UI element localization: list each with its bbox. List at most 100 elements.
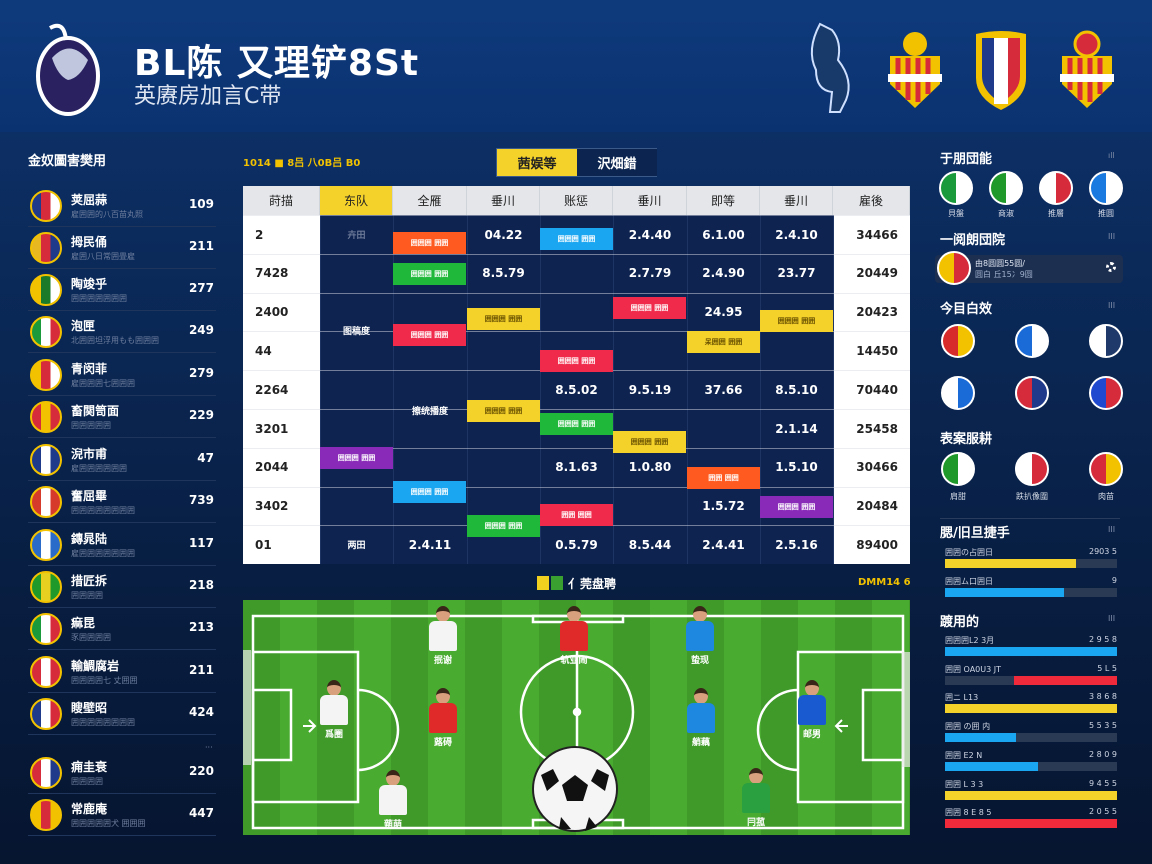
tab-0[interactable]: 茜娱等 [497, 149, 577, 176]
team-row[interactable]: 鏄晁陆 雇囲囲囲囲囲囲囲 117 [28, 524, 216, 566]
table-cell[interactable]: 8.5.79 [482, 266, 525, 281]
odds-block[interactable]: 囲囲囲 囲囲 [760, 310, 833, 332]
team-badge-icon[interactable] [989, 171, 1023, 205]
player[interactable]: 爲圏 [314, 680, 354, 740]
player[interactable]: 抿谢 [423, 606, 463, 666]
card-crest-icon[interactable] [937, 251, 971, 285]
section-more[interactable]: III [1108, 525, 1116, 534]
club-badge-icon[interactable] [941, 324, 975, 358]
table-cell[interactable]: 2.4.90 [702, 266, 745, 281]
table-cell[interactable]: 2.7.79 [628, 266, 672, 281]
table-cell[interactable]: 1.0.80 [628, 460, 672, 475]
table-cell[interactable]: 01 [255, 537, 272, 552]
table-cell[interactable]: 7428 [255, 266, 289, 281]
table-cell[interactable]: 8.1.63 [555, 460, 598, 475]
table-cell[interactable]: 8.5.10 [775, 382, 818, 397]
table-cell[interactable]: 2.4.11 [408, 537, 452, 552]
table-cell[interactable]: 2264 [255, 382, 289, 397]
table-cell[interactable]: 两田 [347, 541, 366, 552]
odds-block[interactable]: 囲囲囲 囲囲 [540, 413, 613, 435]
team-row[interactable]: 奮屈畢 囲囲囲囲囲囲囲囲 739 [28, 481, 216, 523]
team-row[interactable]: 輸鯛腐岩 囲囲囲囲七 丈囲囲 211 [28, 651, 216, 693]
section-more[interactable]: III [1108, 614, 1116, 623]
table-cell[interactable]: 9.5.19 [628, 382, 672, 397]
odds-block[interactable]: 囲囲囲 囲囲 [760, 496, 833, 518]
table-cell[interactable]: 擦统播度 [411, 407, 448, 417]
section-more[interactable]: III [1108, 232, 1116, 241]
section-more[interactable]: ıll [1108, 151, 1115, 160]
team-row[interactable]: 青闵菲 雇囲囲囲七囲囲囲 279 [28, 354, 216, 396]
club-badge-icon[interactable] [1015, 324, 1049, 358]
team-row[interactable]: 常鹿庵 囲囲囲囲囲犬 囲囲囲 447 [28, 794, 216, 836]
table-cell[interactable]: 70440 [856, 382, 898, 397]
team-row[interactable]: 瞍壁昭 囲囲囲囲囲囲囲囲 424 [28, 693, 216, 735]
table-cell[interactable]: 2.4.10 [775, 227, 818, 242]
table-cell[interactable]: 89400 [856, 537, 898, 552]
table-cell[interactable]: 1.5.72 [702, 499, 745, 514]
club-badge-icon[interactable] [1089, 324, 1123, 358]
table-cell[interactable]: 30466 [856, 460, 898, 475]
team-badge-icon[interactable] [939, 171, 973, 205]
settings-icon[interactable] [1106, 262, 1116, 272]
table-cell[interactable]: 25458 [856, 421, 898, 436]
club-badge-icon[interactable] [941, 452, 975, 486]
club-badge-icon[interactable] [1089, 452, 1123, 486]
table-cell[interactable]: 8.5.02 [555, 382, 598, 397]
club-badge-icon[interactable] [1015, 376, 1049, 410]
odds-block[interactable]: 囲囲囲 囲囲 [613, 297, 686, 319]
odds-block[interactable]: 囲囲囲 囲囲 [540, 228, 613, 250]
column-header[interactable]: 雇後 [833, 186, 910, 215]
column-header[interactable]: 东队 [320, 186, 393, 215]
odds-block[interactable]: 囲囲 囲囲 [687, 467, 760, 489]
table-cell[interactable]: 20449 [856, 266, 898, 281]
column-header[interactable]: 全雁 [393, 186, 467, 215]
odds-block[interactable]: 囲囲囲 囲囲 [467, 515, 540, 537]
odds-block[interactable]: 囲囲囲 囲囲 [393, 232, 466, 254]
table-cell[interactable]: 24.95 [704, 305, 743, 320]
table-cell[interactable]: 44 [255, 343, 272, 358]
odds-block[interactable]: 囲囲囲 囲囲 [540, 350, 613, 372]
table-cell[interactable]: 0.5.79 [555, 537, 598, 552]
odds-block[interactable]: 囲囲囲 囲囲 [393, 263, 466, 285]
team-row[interactable]: 畜関笥面 囲囲囲囲囲 229 [28, 396, 216, 438]
odds-block[interactable]: 囲囲囲 囲囲 [467, 400, 540, 422]
team-row[interactable]: 荚屈蒜 雇囲囲的八百苗丸照 109 [28, 185, 216, 227]
table-cell[interactable]: 3201 [255, 421, 289, 436]
club-badge-icon[interactable] [941, 376, 975, 410]
table-cell[interactable]: 20484 [856, 499, 898, 514]
player[interactable]: 冃菰 [736, 768, 776, 828]
table-cell[interactable]: 2400 [255, 305, 289, 320]
team-row[interactable]: 措匠拆 囲囲囲囲 218 [28, 566, 216, 608]
team-row[interactable]: 拇民俑 雇囲八日常囲畳雇 211 [28, 227, 216, 269]
team-row[interactable]: 淣市甫 雇囲囲囲囲囲囲 47 [28, 439, 216, 481]
table-cell[interactable]: 23.77 [777, 266, 816, 281]
column-header[interactable]: 账惩 [540, 186, 613, 215]
player[interactable]: 蕗碍 [423, 688, 463, 748]
column-header[interactable]: 垂川 [613, 186, 687, 215]
team-row[interactable]: 泡匣 北囲囲坦浮用もも囲囲囲 249 [28, 311, 216, 353]
odds-block[interactable]: 囲囲囲 囲囲 [467, 308, 540, 330]
table-cell[interactable]: 20423 [856, 305, 898, 320]
table-cell[interactable]: 图稿度 [342, 326, 370, 337]
team-row[interactable]: 痲昆 豕囲囲囲囲 213 [28, 608, 216, 650]
table-cell[interactable]: 34466 [856, 227, 898, 242]
table-cell[interactable]: 2044 [255, 460, 289, 475]
player[interactable]: 蒴萌 [373, 770, 413, 830]
odds-block[interactable]: 囲囲囲 囲囲 [320, 447, 393, 469]
odds-block[interactable]: 囲囲囲 囲囲 [393, 324, 466, 346]
team-badge-icon[interactable] [1089, 171, 1123, 205]
team-badge-icon[interactable] [1039, 171, 1073, 205]
table-cell[interactable]: 2.1.14 [775, 421, 818, 436]
player[interactable]: 蛰现 [680, 606, 720, 666]
club-badge-icon[interactable] [1015, 452, 1049, 486]
odds-block[interactable]: 囲囲囲 囲囲 [613, 431, 686, 453]
table-cell[interactable]: 04.22 [484, 227, 523, 242]
player[interactable]: 邮男 [792, 680, 832, 740]
table-cell[interactable]: 2.4.41 [702, 537, 745, 552]
column-header[interactable]: 即等 [687, 186, 760, 215]
table-cell[interactable]: 卉田 [347, 231, 366, 241]
player[interactable]: 轨业闹 [554, 606, 594, 666]
section-more[interactable]: III [1108, 301, 1116, 310]
table-cell[interactable]: 6.1.00 [702, 227, 745, 242]
team-row[interactable]: 陶竣乎 囲囲囲囲囲囲囲 277 [28, 269, 216, 311]
